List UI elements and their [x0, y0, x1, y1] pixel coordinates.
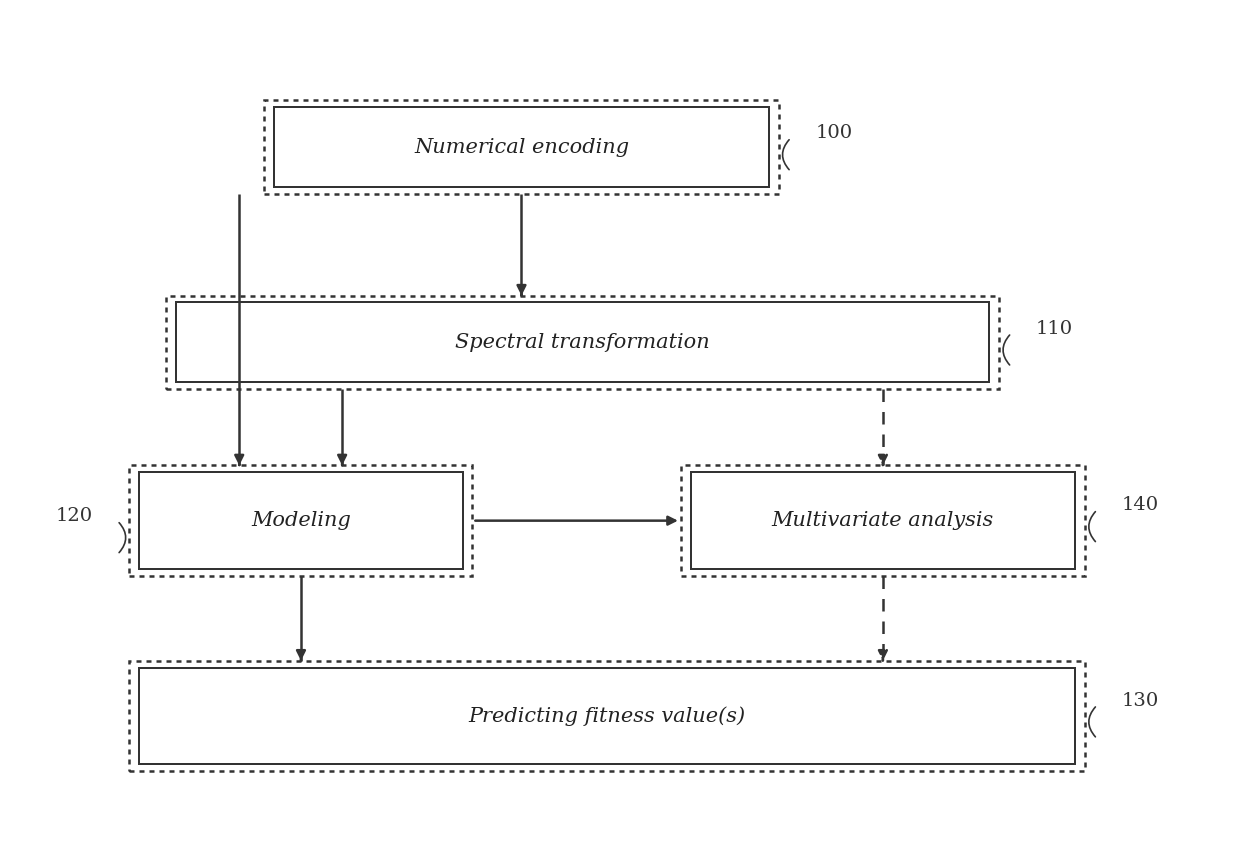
Text: 130: 130 — [1121, 691, 1158, 709]
Text: 110: 110 — [1036, 320, 1073, 337]
Text: Spectral transformation: Spectral transformation — [456, 333, 710, 352]
FancyBboxPatch shape — [680, 465, 1085, 576]
FancyBboxPatch shape — [129, 465, 472, 576]
FancyBboxPatch shape — [166, 296, 1000, 389]
Text: 100: 100 — [815, 124, 852, 142]
Text: Numerical encoding: Numerical encoding — [414, 137, 629, 156]
Text: 120: 120 — [56, 507, 93, 526]
Text: 140: 140 — [1121, 496, 1158, 514]
Text: Predicting fitness value(s): Predicting fitness value(s) — [468, 706, 746, 726]
FancyBboxPatch shape — [129, 661, 1085, 772]
FancyBboxPatch shape — [264, 100, 779, 194]
Text: Modeling: Modeling — [252, 511, 351, 530]
Text: Multivariate analysis: Multivariate analysis — [772, 511, 994, 530]
